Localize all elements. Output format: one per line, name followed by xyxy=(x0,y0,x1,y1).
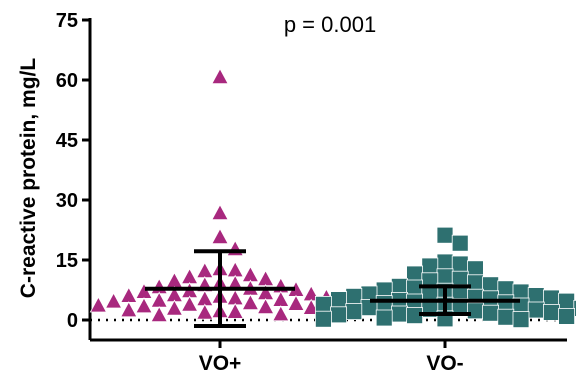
y-tick-label: 30 xyxy=(56,190,78,212)
square-point xyxy=(345,287,363,305)
triangle-point xyxy=(196,303,214,320)
y-tick-label: 60 xyxy=(56,70,78,92)
triangle-point xyxy=(226,261,244,278)
y-tick-label: 0 xyxy=(67,310,78,332)
p-value-annotation: p = 0.001 xyxy=(284,12,376,37)
triangle-point xyxy=(104,292,123,309)
square-point xyxy=(543,289,560,307)
square-point xyxy=(330,291,348,309)
triangle-point xyxy=(120,286,138,303)
triangle-point xyxy=(135,282,153,299)
triangle-point xyxy=(150,305,168,323)
y-tick-label: 15 xyxy=(56,250,78,272)
triangle-point xyxy=(256,297,275,315)
square-point xyxy=(466,302,484,320)
square-point xyxy=(330,306,348,324)
triangle-point xyxy=(272,305,290,322)
triangle-point xyxy=(180,295,199,312)
square-point xyxy=(314,295,332,313)
triangle-point xyxy=(120,301,138,318)
square-point xyxy=(436,268,454,286)
square-point xyxy=(436,226,454,244)
square-point xyxy=(558,292,575,310)
triangle-point xyxy=(226,289,244,306)
triangle-point xyxy=(165,299,184,316)
square-point xyxy=(543,303,560,321)
x-tick-label: VO- xyxy=(426,352,463,375)
triangle-point xyxy=(211,67,229,84)
y-tick-label: 45 xyxy=(56,130,78,152)
square-point xyxy=(314,310,332,328)
square-point xyxy=(482,304,500,322)
y-axis-title: C-reactive protein, mg/L xyxy=(17,58,40,299)
triangle-point xyxy=(150,277,168,295)
square-point xyxy=(375,309,393,327)
triangle-point xyxy=(135,297,153,314)
square-point xyxy=(527,301,545,319)
triangle-point xyxy=(226,302,244,319)
triangle-point xyxy=(287,294,305,311)
triangle-point xyxy=(241,265,260,283)
square-point xyxy=(390,305,408,323)
triangle-point xyxy=(165,271,184,289)
triangle-point xyxy=(241,293,260,311)
triangle-point xyxy=(226,239,244,257)
square-point xyxy=(512,311,530,329)
square-point xyxy=(451,255,469,273)
x-tick-label: VO+ xyxy=(199,352,242,375)
triangle-point xyxy=(211,203,229,221)
square-point xyxy=(375,295,393,313)
triangle-point xyxy=(272,290,290,307)
square-point xyxy=(345,303,363,321)
square-point xyxy=(436,253,454,271)
triangle-point xyxy=(180,267,199,285)
triangle-point xyxy=(89,296,108,313)
y-tick-label: 75 xyxy=(56,10,78,32)
triangle-point xyxy=(211,227,229,245)
triangle-point xyxy=(256,269,275,287)
square-point xyxy=(451,234,469,252)
square-point xyxy=(527,287,545,305)
axes: 0 15 30 45 60 75 VO+ VO- xyxy=(56,10,567,375)
square-point xyxy=(421,257,439,275)
triangle-point xyxy=(196,289,214,307)
triangle-point xyxy=(150,291,168,308)
square-point xyxy=(558,307,575,325)
error-bars xyxy=(145,249,520,328)
square-point xyxy=(497,308,515,326)
triangle-point xyxy=(196,261,214,279)
